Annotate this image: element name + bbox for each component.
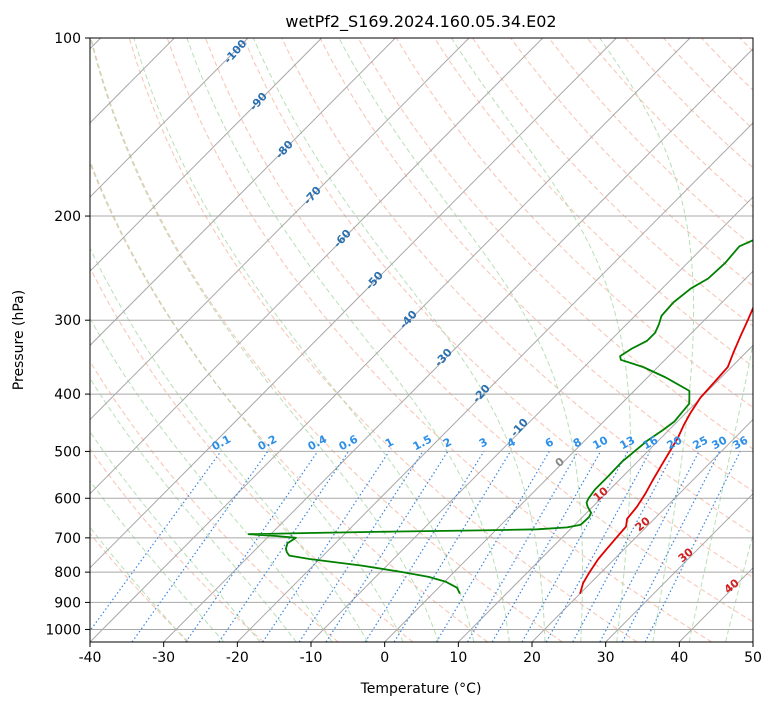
mixing-ratio-label: 13: [618, 434, 638, 453]
dry-adiabat: [90, 38, 563, 642]
temperature-profile-line: [579, 305, 753, 594]
y-tick-label: 900: [54, 595, 81, 611]
y-tick-label: 600: [54, 491, 81, 507]
dry-adiabat: [357, 38, 753, 450]
series-layer: [247, 239, 753, 595]
isotherm-gridline: [163, 48, 753, 642]
moist-adiabat: [252, 38, 546, 642]
x-tick-label: 40: [670, 650, 688, 666]
isotherm-gridline: [605, 492, 753, 642]
plot-frame: [89, 37, 754, 643]
moist-adiabat: [90, 317, 333, 642]
chart-title: wetPf2_S169.2024.160.05.34.E02: [285, 12, 556, 32]
x-tick-label: -10: [300, 650, 323, 666]
moist-adiabat: [90, 38, 439, 642]
mixing-ratio-line: [545, 451, 651, 642]
mixing-ratio-line: [364, 451, 485, 642]
dry-adiabat: [90, 161, 488, 642]
mixing-ratio-line: [466, 451, 579, 642]
dry-adiabat: [433, 38, 753, 368]
mixing-ratio-line: [491, 451, 602, 642]
x-tick-label: 10: [449, 650, 467, 666]
isotherm-gridline: [90, 38, 544, 495]
mixing-ratio-line: [218, 451, 350, 642]
isotherm-gridline: [310, 196, 753, 642]
y-axis: 100 200 300 400 500 600 700 800 900 1000: [45, 31, 90, 638]
mixing-ratio-line: [435, 451, 550, 642]
moist-adiabat: [90, 430, 261, 642]
isotherm-gridline: [90, 38, 323, 272]
mixing-ratio-line: [393, 451, 511, 642]
x-tick-label: -20: [226, 650, 249, 666]
y-tick-label: 400: [54, 387, 81, 403]
dry-adiabat: [90, 360, 339, 642]
mixing-ratio-label: 20: [665, 433, 685, 452]
y-tick-label: 1000: [45, 622, 81, 638]
isotherm-gridline: [90, 38, 691, 642]
isotherm-gridline: [236, 122, 753, 642]
mixing-ratio-label: 36: [731, 433, 751, 452]
dry-adiabat: [166, 38, 712, 642]
mixing-ratio-line: [325, 451, 449, 642]
moist-adiabat: [90, 247, 369, 642]
dry-adiabat: [90, 532, 190, 642]
dewpoint-profile-line: [247, 239, 753, 595]
moist-adiabat: [90, 480, 225, 642]
x-tick-label: -30: [152, 650, 175, 666]
grid-layer: [90, 38, 753, 642]
moist-adiabat: [133, 38, 475, 642]
x-tick-label: -40: [79, 650, 102, 666]
x-axis: -40 -30 -20 -10 0 10 20 30 40 50: [79, 642, 762, 666]
moist-adiabat: [725, 532, 753, 642]
y-tick-label: 200: [54, 209, 81, 225]
isotherm-gridline: [384, 270, 753, 642]
x-tick-label: 0: [380, 650, 389, 666]
dry-adiabat: [90, 448, 264, 642]
dry-adiabat: [90, 266, 414, 642]
mixing-ratio-line: [131, 451, 269, 642]
isotherm-gridline: [90, 38, 470, 421]
y-axis-label: Pressure (hPa): [11, 290, 27, 390]
moist-adiabat: [450, 38, 632, 642]
moist-adiabat: [90, 159, 404, 642]
y-tick-label: 100: [54, 31, 81, 47]
mixing-ratio-line: [90, 451, 222, 632]
moist-adiabat: [599, 38, 695, 642]
moist-adiabat: [186, 38, 510, 642]
y-tick-label: 800: [54, 565, 81, 581]
x-axis-label: Temperature (°C): [360, 681, 482, 697]
dry-adiabat: [472, 38, 753, 327]
mixing-ratio-label: 16: [641, 433, 661, 452]
mixing-ratio-line: [185, 451, 319, 642]
moist-adiabat: [338, 38, 583, 642]
isotherm-gridline: [531, 418, 753, 642]
mixing-ratio-label: 25: [691, 434, 711, 453]
dry-adiabat: [204, 38, 753, 623]
mixing-ratio-label: 30: [710, 433, 730, 452]
mixing-ratio-label: 10: [591, 433, 611, 452]
y-tick-label: 700: [54, 531, 81, 547]
y-tick-label: 300: [54, 313, 81, 329]
mixing-ratio-line: [644, 451, 741, 642]
dry-adiabat: [319, 38, 753, 492]
isotherm-gridline: [90, 38, 617, 569]
moist-adiabat: [90, 377, 297, 642]
isotherm-gridline: [90, 38, 249, 198]
x-tick-label: 50: [744, 650, 762, 666]
isotherm-gridline: [90, 38, 396, 347]
mixing-ratio-line: [298, 451, 424, 642]
isotherm-gridline: [457, 344, 753, 642]
x-tick-label: 20: [523, 650, 541, 666]
x-tick-label: 30: [597, 650, 615, 666]
y-tick-label: 500: [54, 444, 81, 460]
dry-adiabat: [128, 38, 638, 642]
moist-adiabat: [688, 341, 753, 642]
mixing-ratio-line: [521, 451, 629, 642]
